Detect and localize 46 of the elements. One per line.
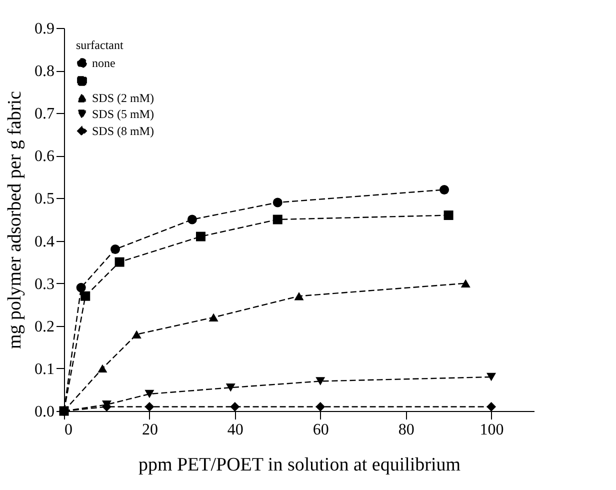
point [486, 402, 496, 412]
y-tick-label: 0.1 [34, 360, 54, 378]
legend-label: SDS (2 mM) [92, 91, 154, 105]
legend-title: surfactant [76, 38, 124, 52]
y-tick-label: 0.5 [34, 190, 54, 208]
point [440, 184, 450, 194]
legend-label: SDS (5 mM) [92, 107, 154, 121]
point [294, 292, 304, 300]
x-tick-label: 40 [227, 422, 244, 438]
legend-label: SDS (8 mM) [92, 124, 154, 138]
x-tick-label: 100 [480, 422, 504, 438]
y-tick-label: 0.9 [34, 20, 54, 38]
point [460, 279, 470, 288]
point [444, 210, 454, 220]
y-tick-label: 0.7 [34, 106, 54, 123]
y-tick-label: 0.0 [34, 404, 54, 420]
x-tick-label: 60 [312, 422, 329, 438]
legend-label: none [92, 56, 116, 70]
x-tick-label: 20 [142, 422, 158, 438]
point [226, 383, 236, 392]
point [272, 214, 282, 224]
point [132, 330, 142, 339]
point [208, 313, 218, 322]
point [316, 377, 326, 386]
y-tick-label: 0.8 [34, 63, 54, 80]
point [80, 291, 90, 301]
point [98, 364, 108, 373]
y-tick-label: 0.3 [34, 276, 54, 293]
point [76, 282, 86, 292]
point [316, 402, 326, 412]
y-tick-label: 0.4 [34, 233, 54, 250]
point [272, 198, 282, 208]
y-axis-title: mg polymer adsorbed per g fabric [4, 91, 26, 349]
point [144, 390, 154, 398]
point [187, 214, 197, 224]
x-axis-title: ppm PET/POET in solution at equilibrium [138, 454, 461, 476]
point [110, 244, 120, 254]
point [144, 402, 154, 412]
y-tick-label: 0.2 [34, 318, 54, 336]
point [114, 257, 124, 267]
point [230, 402, 240, 412]
x-tick-label: 80 [398, 422, 414, 438]
point [196, 232, 206, 242]
point [486, 372, 496, 382]
y-tick-label: 0.6 [34, 148, 54, 166]
x-tick-label: 0 [64, 422, 72, 438]
